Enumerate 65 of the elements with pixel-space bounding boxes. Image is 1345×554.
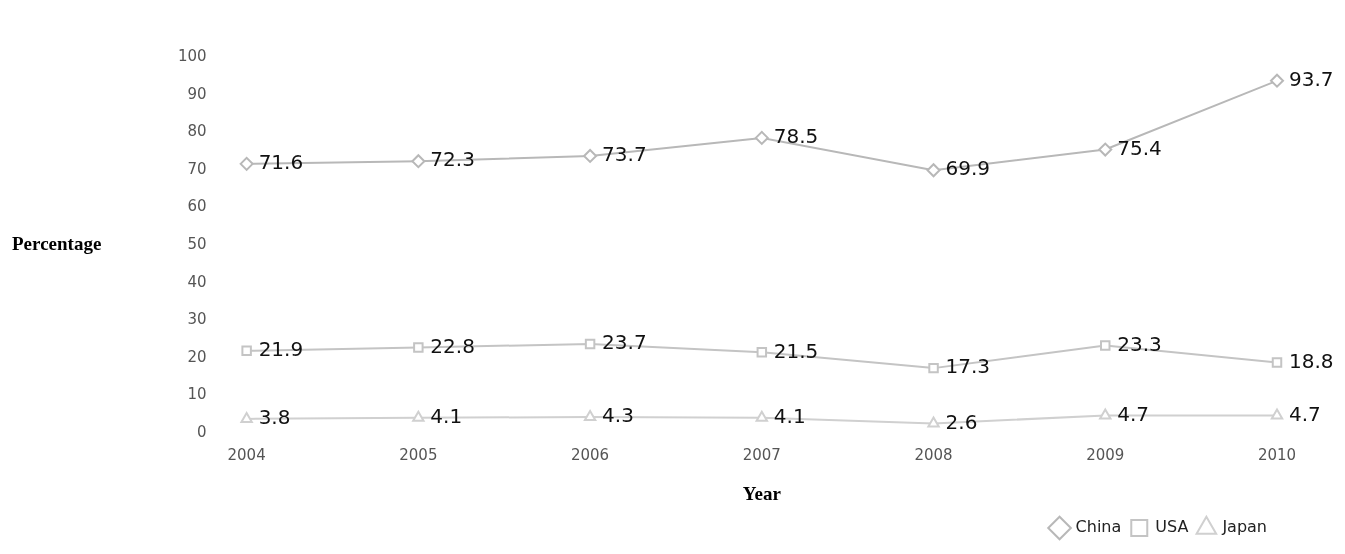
data-label: 2.6 bbox=[945, 409, 978, 434]
y-tick-label: 70 bbox=[187, 159, 207, 178]
y-tick-label: 50 bbox=[187, 234, 207, 253]
data-label: 4.3 bbox=[602, 403, 634, 428]
x-tick-label: 2004 bbox=[227, 446, 266, 465]
legend-label: USA bbox=[1155, 517, 1189, 537]
data-label: 72.3 bbox=[430, 147, 475, 172]
point bbox=[754, 130, 769, 145]
point bbox=[240, 411, 253, 423]
y-tick-label: 20 bbox=[187, 347, 207, 366]
point bbox=[1270, 408, 1284, 420]
data-label: 21.9 bbox=[258, 337, 304, 362]
x-tick-label: 2006 bbox=[570, 446, 610, 465]
point bbox=[412, 410, 425, 422]
data-label: 3.8 bbox=[258, 405, 291, 430]
legend-label: China bbox=[1075, 517, 1122, 537]
point bbox=[755, 410, 769, 422]
data-label: 22.8 bbox=[430, 333, 475, 358]
x-tick-label: 2010 bbox=[1257, 446, 1297, 465]
x-tick-label: 2008 bbox=[914, 446, 953, 465]
point bbox=[583, 148, 598, 163]
data-label: 21.5 bbox=[773, 338, 819, 363]
point bbox=[1099, 408, 1112, 420]
data-label: 69.9 bbox=[945, 156, 991, 181]
y-tick-label: 0 bbox=[197, 423, 207, 442]
point bbox=[1270, 73, 1284, 88]
y-tick-label: 40 bbox=[187, 272, 207, 291]
data-label: 23.7 bbox=[602, 330, 647, 355]
point bbox=[756, 347, 768, 358]
point bbox=[413, 342, 424, 353]
y-tick-label: 10 bbox=[187, 385, 207, 404]
point bbox=[584, 338, 596, 350]
data-label: 4.1 bbox=[773, 403, 806, 428]
y-tick-label: 30 bbox=[187, 310, 207, 329]
data-label: 78.5 bbox=[773, 124, 819, 149]
data-label: 4.7 bbox=[1289, 401, 1321, 426]
data-label: 4.7 bbox=[1117, 401, 1150, 426]
point bbox=[1271, 357, 1283, 368]
point bbox=[927, 416, 940, 428]
point bbox=[926, 163, 941, 178]
data-label: 93.7 bbox=[1289, 66, 1334, 91]
x-tick-label: 2007 bbox=[742, 446, 781, 465]
x-tick-label: 2009 bbox=[1086, 446, 1125, 465]
data-label: 73.7 bbox=[602, 142, 647, 167]
data-label: 23.3 bbox=[1117, 331, 1162, 356]
point bbox=[1098, 142, 1113, 157]
legend-label: Japan bbox=[1221, 517, 1267, 537]
data-label: 75.4 bbox=[1117, 135, 1162, 160]
data-label: 17.3 bbox=[945, 354, 991, 379]
data-label: 18.8 bbox=[1289, 348, 1334, 373]
x-axis-title: Year bbox=[742, 482, 782, 504]
point bbox=[239, 156, 254, 171]
x-tick-label: 2005 bbox=[399, 446, 438, 465]
data-label: 71.6 bbox=[258, 150, 304, 175]
y-tick-label: 60 bbox=[187, 197, 207, 216]
y-tick-label: 90 bbox=[187, 84, 207, 103]
y-tick-label: 100 bbox=[177, 46, 207, 65]
y-tick-label: 80 bbox=[187, 122, 207, 141]
point bbox=[583, 410, 597, 422]
y-axis-title: Percentage bbox=[12, 233, 102, 255]
point bbox=[241, 345, 252, 357]
point bbox=[411, 154, 426, 169]
point bbox=[928, 362, 939, 374]
data-label: 4.1 bbox=[430, 403, 463, 428]
point bbox=[1100, 340, 1111, 351]
